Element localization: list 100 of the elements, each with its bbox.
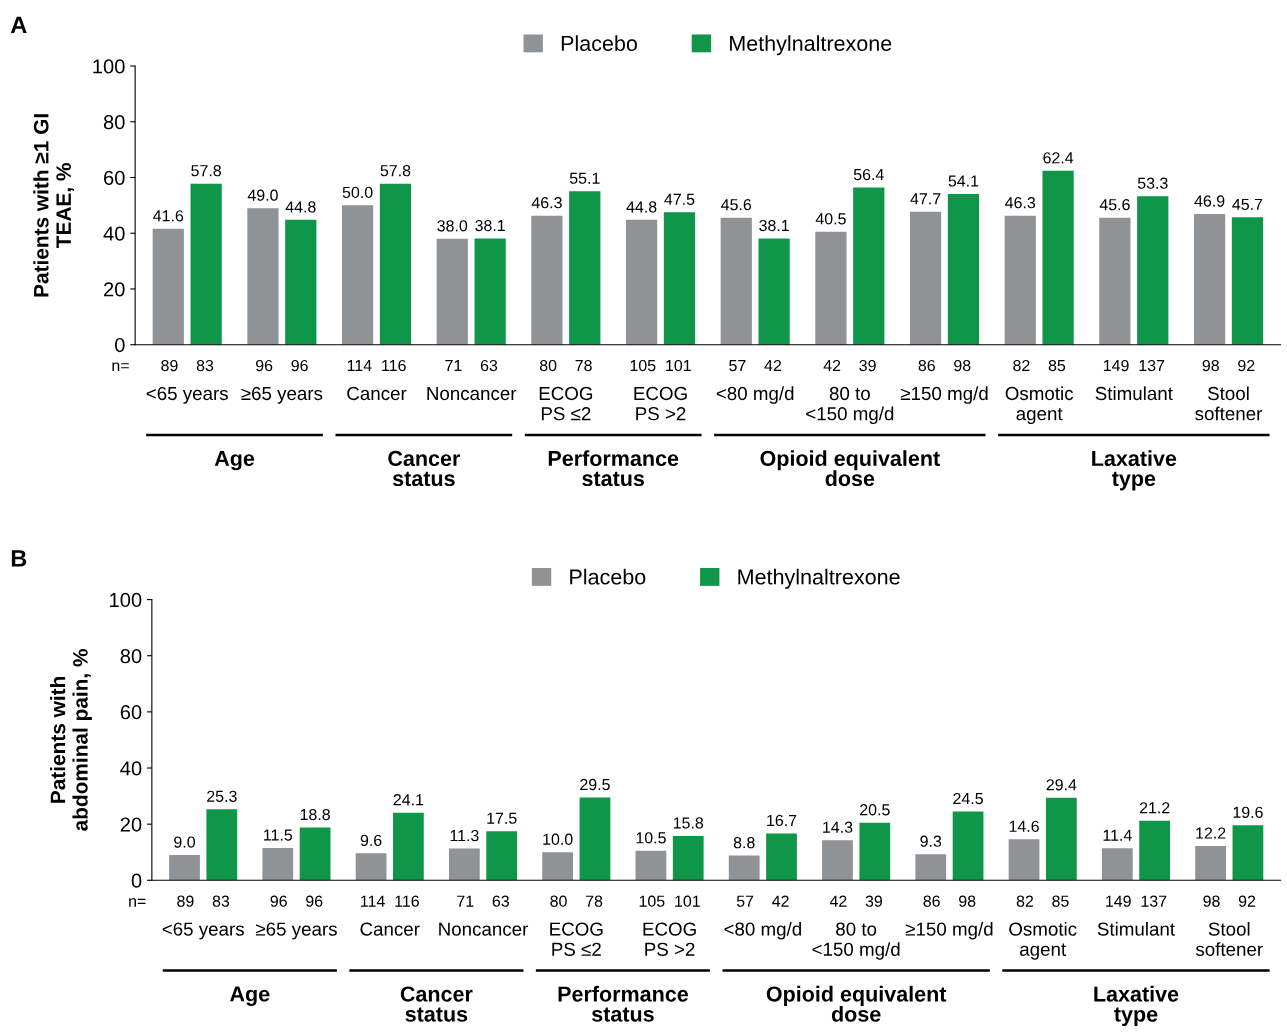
bar xyxy=(1139,820,1171,881)
data-label: 50.0 xyxy=(342,186,373,199)
bar xyxy=(531,215,563,345)
data-label: 11.5 xyxy=(264,829,293,841)
bar xyxy=(285,219,317,345)
bar xyxy=(569,191,601,345)
x-tick-label: Stimulant xyxy=(1095,386,1173,401)
bar xyxy=(859,822,891,881)
data-label: 38.1 xyxy=(475,219,505,232)
y-tick-label: 0 xyxy=(115,337,125,353)
chart-title: A xyxy=(10,16,27,33)
x-tick-label: Noncancer xyxy=(439,922,529,936)
text: Opioid equivalent dose xyxy=(760,450,940,487)
y-axis-title: Patients with ≥1 GI TEAE, % xyxy=(33,114,75,297)
text: 105 101 xyxy=(639,895,700,907)
x-tick-label: <65 years xyxy=(162,922,244,940)
bar xyxy=(915,854,947,881)
bar xyxy=(1232,825,1264,881)
bar xyxy=(822,840,853,881)
text: 80 78 xyxy=(550,895,603,907)
bar xyxy=(436,238,468,345)
data-label: 40.5 xyxy=(815,213,846,225)
bar xyxy=(758,238,790,345)
text: Age xyxy=(214,450,255,471)
bar xyxy=(486,831,518,881)
bar xyxy=(542,852,574,881)
text: Laxative type xyxy=(1092,450,1177,491)
bar xyxy=(379,183,412,345)
data-label: 55.1 xyxy=(569,172,600,184)
bar xyxy=(815,231,847,345)
chart-title: B xyxy=(11,550,27,567)
bar xyxy=(728,855,760,881)
text: 105 101 xyxy=(630,359,691,372)
bar xyxy=(169,855,200,881)
x-tick-label: <65 years xyxy=(146,386,228,404)
bar xyxy=(625,219,658,345)
text: 149 137 xyxy=(1103,359,1165,372)
text: 89 83 xyxy=(177,895,230,907)
bar xyxy=(393,812,424,881)
bar xyxy=(1008,839,1040,881)
bar xyxy=(152,228,184,345)
bar xyxy=(909,211,942,345)
data-label: 8.8 xyxy=(733,836,755,849)
bar xyxy=(190,183,222,345)
text: Cancer status xyxy=(388,450,461,487)
data-label: 9.0 xyxy=(174,836,195,848)
data-label: 38.1 xyxy=(759,219,789,232)
data-label: 21.2 xyxy=(1139,802,1170,814)
text: 114 116 xyxy=(347,359,406,372)
bar xyxy=(635,850,667,881)
y-axis-title: Patients with abdominal pain, % xyxy=(50,649,92,831)
data-label: 19.6 xyxy=(1233,806,1263,818)
text: 82 85 xyxy=(1013,359,1066,372)
text: Age xyxy=(230,986,270,1006)
text: 71 63 xyxy=(445,359,498,372)
x-tick-label: ECOG PS >2 xyxy=(634,386,687,421)
x-tick-label: 80 to <150 mg/d xyxy=(806,386,894,425)
text: 98 92 xyxy=(1203,895,1256,907)
data-label: 41.6 xyxy=(153,210,184,222)
x-tick-label: ≥65 years xyxy=(241,386,323,404)
bar xyxy=(1195,846,1226,881)
data-label: 47.5 xyxy=(664,193,695,206)
x-tick-label: <80 mg/d xyxy=(716,386,794,404)
y-tick-label: 100 xyxy=(93,59,125,74)
data-label: 45.6 xyxy=(721,198,752,211)
bar xyxy=(1193,214,1226,345)
text: 82 85 xyxy=(1016,895,1069,907)
x-tick-label: Osmotic agent xyxy=(1005,386,1074,425)
data-label: 17.5 xyxy=(487,812,517,824)
x-tick-label: Stimulant xyxy=(1097,921,1175,936)
y-tick-label: 0 xyxy=(131,873,142,888)
data-label: 62.4 xyxy=(1043,152,1074,164)
bar xyxy=(579,797,611,881)
text: 80 78 xyxy=(539,359,592,372)
data-label: 11.4 xyxy=(1103,829,1132,841)
bar xyxy=(206,809,238,881)
text: 86 98 xyxy=(918,359,971,372)
x-tick-label: Cancer xyxy=(347,386,407,401)
data-label: 45.6 xyxy=(1099,198,1130,211)
text: 114 116 xyxy=(361,895,419,907)
y-tick-label: 40 xyxy=(103,226,125,241)
text: n= xyxy=(112,362,129,372)
text: 57 42 xyxy=(736,895,789,907)
x-tick-label: 80 to <150 mg/d xyxy=(812,922,900,960)
text: Opioid equivalent dose xyxy=(766,985,947,1022)
data-label: 15.8 xyxy=(673,817,704,829)
legend-label: Placebo xyxy=(570,568,646,585)
y-tick-label: 80 xyxy=(120,648,142,664)
data-label: 14.6 xyxy=(1009,820,1039,832)
text: 71 63 xyxy=(457,895,509,907)
x-tick-label: Noncancer xyxy=(427,387,517,401)
legend-label: Methylnaltrexone xyxy=(738,568,900,589)
x-tick-label: ≥150 mg/d xyxy=(905,921,993,940)
text: Cancer status xyxy=(400,986,473,1022)
text: n= xyxy=(129,898,146,907)
data-label: 44.8 xyxy=(285,201,316,213)
data-label: 44.8 xyxy=(626,201,657,213)
text: Laxative type xyxy=(1094,985,1179,1026)
bar xyxy=(720,217,752,345)
text: 96 96 xyxy=(270,895,323,907)
